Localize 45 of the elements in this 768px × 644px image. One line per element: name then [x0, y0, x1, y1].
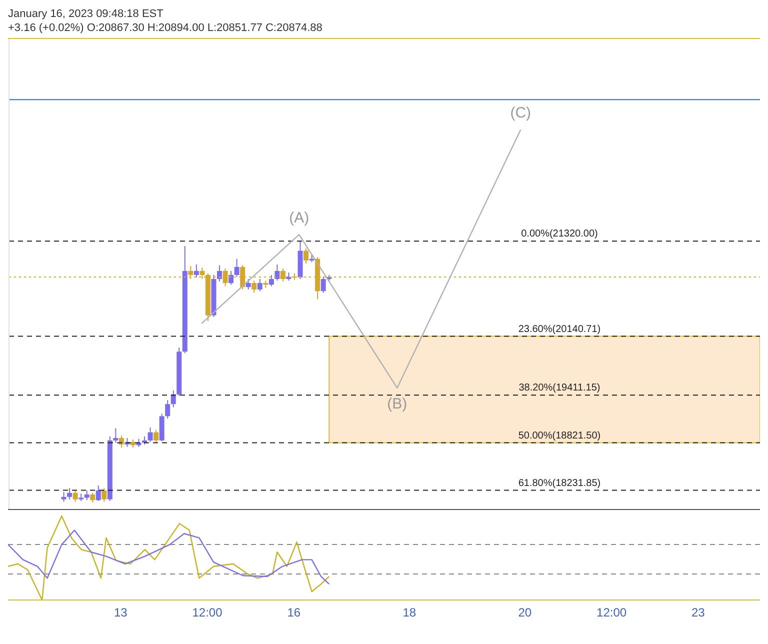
- candlestick: [222, 268, 228, 287]
- candlestick: [257, 278, 262, 292]
- annotation: (C): [510, 104, 532, 122]
- candlestick: [84, 490, 90, 501]
- candlestick: [165, 400, 170, 420]
- x-tick-label: 12:00: [596, 606, 627, 620]
- annotation: (B): [387, 396, 408, 413]
- candlestick: [200, 267, 205, 280]
- candlestick: [61, 492, 66, 502]
- ref-line-label: 0.00%(21320.00): [521, 228, 598, 240]
- annotation: (A): [289, 210, 310, 227]
- candlestick: [234, 258, 240, 278]
- candlestick: [72, 490, 78, 502]
- chart-subtitle: +3.16 (+0.02%) O:20867.30 H:20894.00 L:20851.77 C:20874.88: [8, 22, 760, 39]
- candlestick: [194, 264, 199, 278]
- ref-line-label: 23.60%(20140.71): [518, 324, 601, 335]
- candlestick: [90, 492, 96, 504]
- candlestick: [252, 280, 257, 294]
- candlestick: [102, 488, 107, 502]
- x-tick-label: 18: [402, 606, 416, 620]
- ref-line-label: 50.00%(18821.50): [518, 430, 601, 442]
- candlestick: [118, 435, 124, 448]
- candlestick: [154, 429, 159, 444]
- candlestick: [96, 485, 101, 502]
- candlestick: [240, 264, 246, 290]
- candlestick: [113, 428, 118, 444]
- x-tick-label: 13: [114, 606, 128, 620]
- x-tick-label: 23: [692, 606, 706, 620]
- candlestick: [320, 276, 326, 294]
- candlestick: [274, 264, 280, 282]
- x-tick-label: 16: [287, 606, 301, 620]
- candlestick: [188, 266, 194, 280]
- candlestick: [148, 426, 153, 443]
- candlestick: [304, 248, 309, 264]
- candlestick: [280, 268, 286, 282]
- candlestick: [228, 270, 234, 286]
- chart-title: January 16, 2023 09:48:18 EST: [8, 8, 164, 22]
- x-tick-label: 20: [518, 606, 532, 620]
- candlestick: [246, 278, 251, 290]
- x-tick-label: 12:00: [192, 606, 223, 620]
- ref-line-label: 61.80%(18231.85): [518, 478, 601, 489]
- candlestick: [217, 264, 222, 282]
- ref-line-label: 38.20%(19411.15): [518, 382, 600, 394]
- candlestick: [67, 488, 72, 500]
- candlestick: [268, 274, 274, 287]
